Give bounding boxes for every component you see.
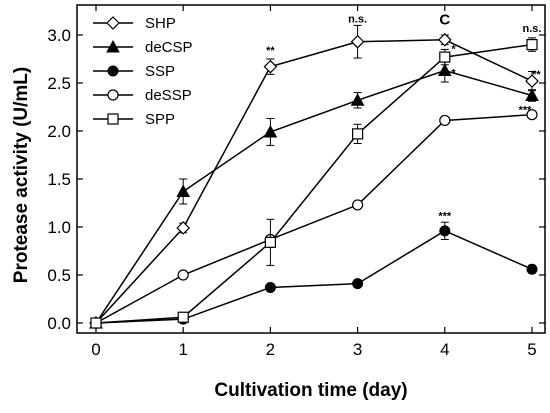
data-point-decsp (350, 93, 365, 106)
legend-item-spp: SPP (93, 111, 175, 128)
data-point-spp (352, 128, 364, 140)
series-line-dessp (95, 113, 533, 324)
legend-label-ssp: SSP (145, 63, 175, 80)
series-line-decsp (95, 69, 533, 324)
data-point-ssp (439, 225, 451, 237)
x-tick-label: 2 (266, 340, 275, 359)
data-point-shp (176, 221, 191, 235)
legend-label-spp: SPP (145, 111, 175, 128)
legend: SHP deCSP SSP deSSP SPP (93, 15, 193, 128)
data-point-shp (263, 59, 278, 74)
plot-frame (76, 4, 546, 334)
data-point-dessp (352, 199, 364, 211)
series-line-ssp (95, 229, 533, 324)
y-tick-label: 0.0 (47, 314, 71, 333)
significance-label: *** (438, 210, 452, 222)
y-tick-label: 2.0 (47, 122, 71, 141)
data-point-spp (439, 51, 451, 63)
legend-marker-spp (107, 113, 119, 125)
legend-item-ssp: SSP (93, 63, 175, 80)
legend-item-shp: SHP (93, 15, 176, 32)
y-axis-title: Protease activity (U/mL) (11, 67, 32, 283)
significance-label: * (451, 43, 456, 55)
legend-marker-shp (106, 16, 120, 30)
legend-marker-decsp (106, 39, 120, 53)
data-point-decsp (525, 88, 539, 101)
y-tick-label: 0.5 (47, 266, 71, 285)
data-point-spp (177, 311, 189, 323)
series-line-spp (95, 43, 533, 324)
y-tick-label: 3.0 (47, 26, 71, 45)
y-tick-label: 2.5 (47, 74, 71, 93)
legend-marker-ssp (107, 65, 119, 77)
legend-label-decsp: deCSP (145, 39, 193, 56)
legend-item-dessp: deSSP (93, 87, 192, 104)
x-tick-label: 4 (440, 340, 449, 359)
x-tick-label: 5 (527, 340, 536, 359)
series-line-shp (95, 39, 533, 324)
y-tick-label: 1.5 (47, 170, 71, 189)
data-point-shp (525, 74, 539, 88)
significance-label: n.s. (523, 23, 542, 35)
series-spp (90, 37, 538, 329)
y-tick-label: 1.0 (47, 218, 71, 237)
data-point-spp (90, 317, 102, 329)
data-point-shp (437, 32, 452, 47)
x-axis-title: Cultivation time (day) (214, 380, 407, 401)
data-point-dessp (439, 114, 451, 127)
axes: 0 1 2 3 4 5 0.0 0.5 1.0 1.5 2.0 2.5 3.0 (47, 4, 546, 359)
significance-label: *** (519, 105, 533, 117)
data-point-dessp (526, 109, 538, 121)
series-ssp (90, 221, 538, 329)
data-point-ssp (526, 263, 538, 275)
series-dessp (90, 109, 538, 329)
legend-label-dessp: deSSP (145, 87, 192, 104)
x-tick-label: 1 (178, 340, 187, 359)
x-tick-label: 0 (91, 340, 100, 359)
data-point-ssp (264, 281, 276, 293)
significance-label: ** (266, 45, 275, 57)
legend-label-shp: SHP (145, 15, 176, 32)
data-point-spp (264, 236, 276, 248)
data-point-dessp (177, 269, 189, 281)
data-point-decsp (263, 124, 278, 138)
data-point-spp (526, 38, 538, 51)
data-point-shp (350, 34, 365, 49)
significance-label: * (451, 67, 456, 79)
annotations: **n.s. C*****n.s.***** (266, 11, 541, 222)
significance-label: C (439, 11, 450, 28)
data-point-decsp (437, 63, 452, 77)
legend-marker-dessp (107, 89, 119, 101)
legend-item-decsp: deCSP (93, 39, 193, 56)
series-layer (89, 24, 539, 330)
significance-label: n.s. (348, 14, 367, 26)
data-point-decsp (176, 184, 191, 197)
x-tick-label: 3 (353, 340, 362, 359)
data-point-ssp (352, 278, 364, 290)
significance-label: ** (532, 69, 541, 81)
